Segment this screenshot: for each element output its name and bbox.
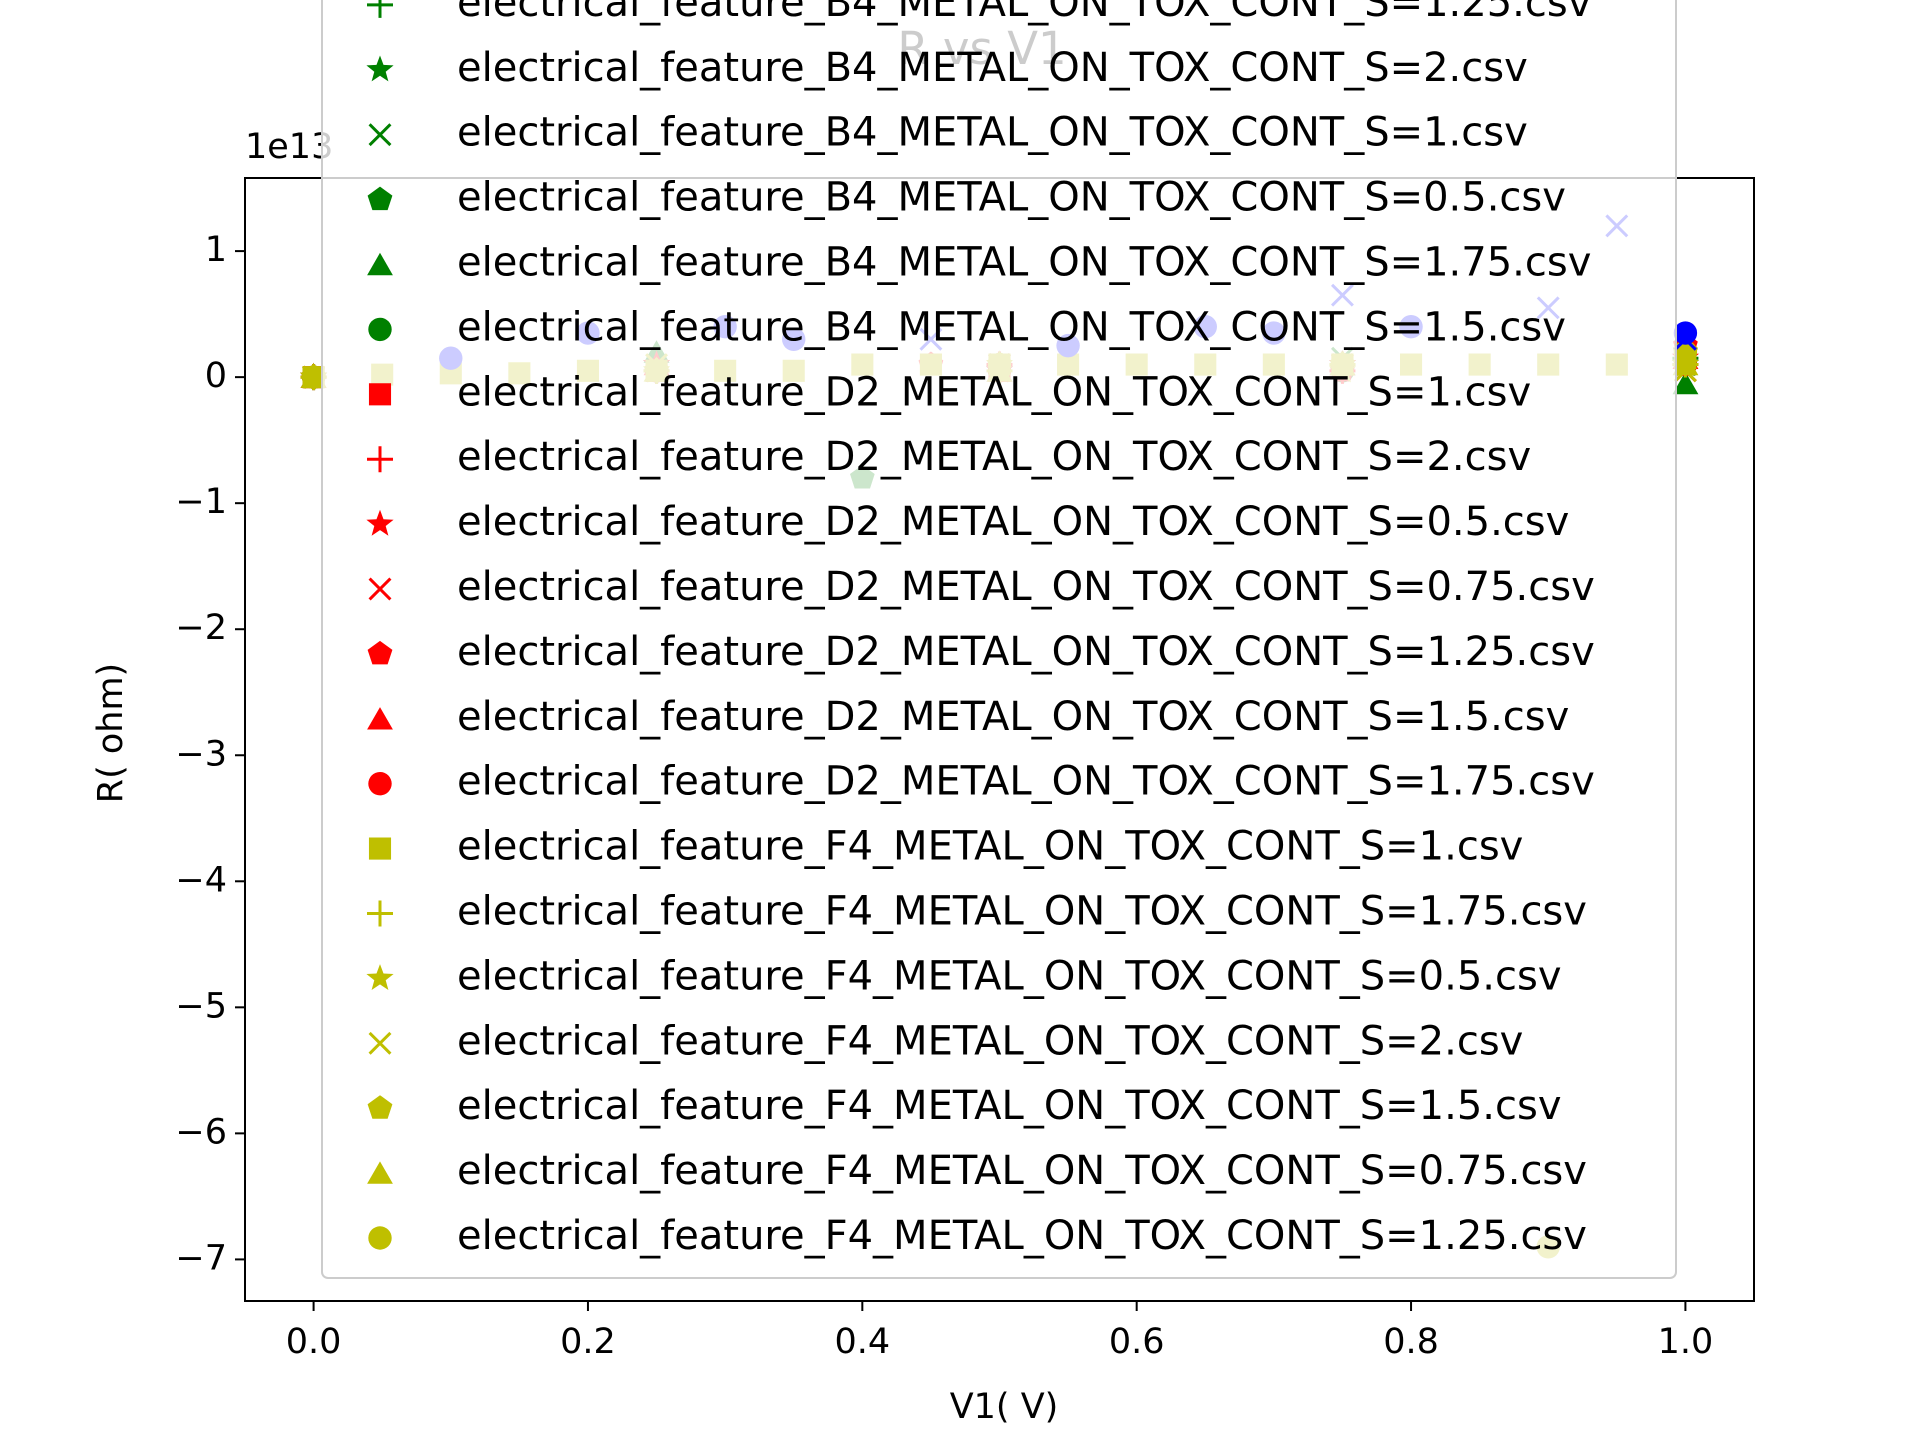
y-tick-label: −4 xyxy=(175,860,227,900)
y-tick-label: −3 xyxy=(175,734,227,774)
legend-marker xyxy=(366,55,394,82)
legend-label: electrical_feature_B4_METAL_ON_TOX_CONT_… xyxy=(457,110,1528,156)
legend-label: electrical_feature_D2_METAL_ON_TOX_CONT_… xyxy=(457,694,1569,740)
y-tick-label: −5 xyxy=(175,986,227,1026)
legend-label: electrical_feature_F4_METAL_ON_TOX_CONT_… xyxy=(457,1018,1523,1064)
legend-label: electrical_feature_B4_METAL_ON_TOX_CONT_… xyxy=(457,240,1591,286)
y-tick-label: 1 xyxy=(205,230,227,270)
legend-marker xyxy=(367,900,393,927)
legend-label: electrical_feature_F4_METAL_ON_TOX_CONT_… xyxy=(457,824,1523,870)
legend: electrical_feature_B4_METAL_ON_TOX_CONT_… xyxy=(321,0,1677,1279)
legend-marker xyxy=(367,640,393,665)
legend-label: electrical_feature_D2_METAL_ON_TOX_CONT_… xyxy=(457,434,1531,480)
legend-label: electrical_feature_F4_METAL_ON_TOX_CONT_… xyxy=(457,953,1562,999)
legend-label: electrical_feature_F4_METAL_ON_TOX_CONT_… xyxy=(457,1148,1587,1194)
legend-label: electrical_feature_B4_METAL_ON_TOX_CONT_… xyxy=(457,45,1528,91)
y-tick-label: −1 xyxy=(175,482,227,522)
y-tick-label: −7 xyxy=(175,1238,227,1278)
legend-marker xyxy=(367,446,393,473)
marker xyxy=(1672,371,1699,395)
legend-label: electrical_feature_D2_METAL_ON_TOX_CONT_… xyxy=(457,759,1595,805)
legend-marker xyxy=(368,837,392,860)
legend-label: electrical_feature_D2_METAL_ON_TOX_CONT_… xyxy=(457,369,1531,415)
x-axis-label: V1( V) xyxy=(950,1387,1059,1427)
legend-marker xyxy=(366,509,394,536)
legend-label: electrical_feature_D2_METAL_ON_TOX_CONT_… xyxy=(457,564,1595,610)
legend-marker xyxy=(368,577,392,601)
legend-marker xyxy=(368,1031,392,1055)
legend-label: electrical_feature_B4_METAL_ON_TOX_CONT_… xyxy=(457,0,1591,26)
marker xyxy=(1672,352,1699,376)
y-axis-label: R( ohm) xyxy=(91,663,131,803)
legend-label: electrical_feature_F4_METAL_ON_TOX_CONT_… xyxy=(457,889,1587,935)
legend-marker xyxy=(368,1226,392,1250)
legend-marker xyxy=(367,252,393,276)
legend-marker xyxy=(367,186,393,211)
legend-marker xyxy=(366,964,394,990)
legend-marker xyxy=(367,1161,393,1184)
legend-marker xyxy=(368,772,392,796)
x-tick-label: 1.0 xyxy=(1658,1322,1714,1362)
legend-label: electrical_feature_F4_METAL_ON_TOX_CONT_… xyxy=(457,1213,1587,1259)
legend-label: electrical_feature_B4_METAL_ON_TOX_CONT_… xyxy=(457,304,1566,350)
legend-box xyxy=(321,0,1677,1279)
x-tick-label: 0.2 xyxy=(560,1322,616,1362)
x-tick-label: 0.0 xyxy=(286,1322,342,1362)
legend-label: electrical_feature_B4_METAL_ON_TOX_CONT_… xyxy=(457,175,1566,221)
legend-marker xyxy=(368,383,392,406)
y-tick-label: 0 xyxy=(205,356,227,396)
x-tick-label: 0.4 xyxy=(834,1322,890,1362)
legend-label: electrical_feature_D2_METAL_ON_TOX_CONT_… xyxy=(457,499,1569,545)
legend-marker xyxy=(367,707,393,730)
y-tick-label: −2 xyxy=(175,608,227,648)
legend-label: electrical_feature_D2_METAL_ON_TOX_CONT_… xyxy=(457,629,1595,675)
marker xyxy=(301,365,326,389)
legend-marker xyxy=(368,317,392,342)
legend-marker xyxy=(367,0,393,18)
x-tick-label: 0.8 xyxy=(1383,1322,1439,1362)
marker xyxy=(1673,321,1698,345)
y-offset-label: 1e13 xyxy=(245,127,333,167)
x-tick-label: 0.6 xyxy=(1109,1322,1165,1362)
legend-marker xyxy=(368,123,392,147)
legend-label: electrical_feature_F4_METAL_ON_TOX_CONT_… xyxy=(457,1083,1562,1129)
y-tick-label: −6 xyxy=(175,1112,227,1152)
legend-marker xyxy=(367,1095,393,1119)
